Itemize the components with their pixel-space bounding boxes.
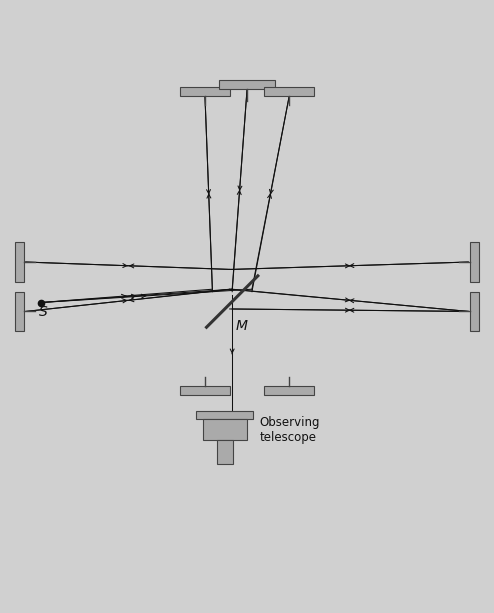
Bar [180,88,230,96]
Bar [203,419,247,440]
Bar [264,88,314,96]
Bar [15,292,24,331]
Bar [217,440,233,463]
Bar [470,292,479,331]
Bar [470,242,479,282]
Bar [218,80,276,89]
Text: $M$: $M$ [235,319,248,333]
Text: Observing
telescope: Observing telescope [259,416,320,444]
Bar [197,411,253,419]
Bar [264,386,314,395]
Bar [180,386,230,395]
Text: $S$: $S$ [38,305,48,319]
Bar [15,242,24,282]
